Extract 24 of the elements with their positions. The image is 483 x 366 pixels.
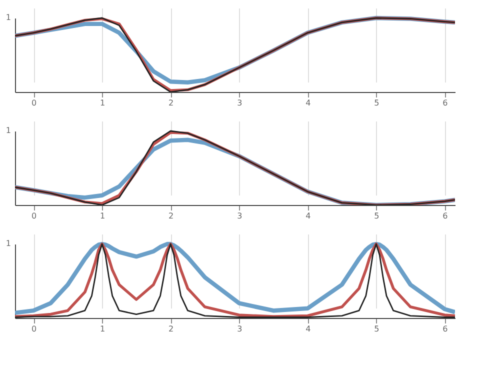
x-tick-label: 3 <box>237 324 242 334</box>
x-tick-label: 3 <box>237 98 242 108</box>
x-tick-label: 0 <box>31 212 37 220</box>
x-tick-label: 2 <box>168 98 174 108</box>
x-tick-label: 5 <box>374 212 380 220</box>
x-tick-label: 1 <box>100 324 106 334</box>
text: 1 <box>6 13 11 22</box>
x-tick-label: 4 <box>306 212 311 220</box>
text: 1 <box>6 126 11 135</box>
x-tick-label: 6 <box>442 98 448 108</box>
x-tick-label: 2 <box>168 212 174 220</box>
x-tick-label: 0 <box>31 324 37 334</box>
x-tick-label: 5 <box>374 324 380 334</box>
x-tick-label: 5 <box>374 98 380 108</box>
x-tick-label: 4 <box>306 98 311 108</box>
x-tick-label: 2 <box>168 324 174 334</box>
x-tick-label: 3 <box>237 212 242 220</box>
x-tick-label: 0 <box>31 98 37 108</box>
x-tick-label: 1 <box>100 98 106 108</box>
text: 1 <box>6 239 11 248</box>
x-tick-label: 6 <box>442 212 448 220</box>
x-tick-label: 6 <box>442 324 448 334</box>
x-tick-label: 1 <box>100 212 106 220</box>
x-tick-label: 4 <box>306 324 311 334</box>
